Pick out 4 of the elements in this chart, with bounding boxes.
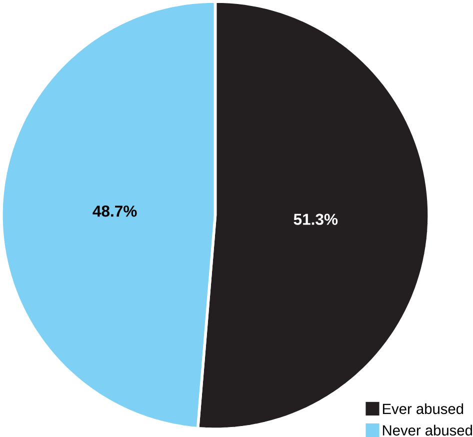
data-label: 51.3% xyxy=(294,214,338,225)
data-label: 48.7% xyxy=(92,206,137,217)
legend-label: Ever abused xyxy=(382,403,464,414)
legend-label: Never abused xyxy=(382,424,472,436)
